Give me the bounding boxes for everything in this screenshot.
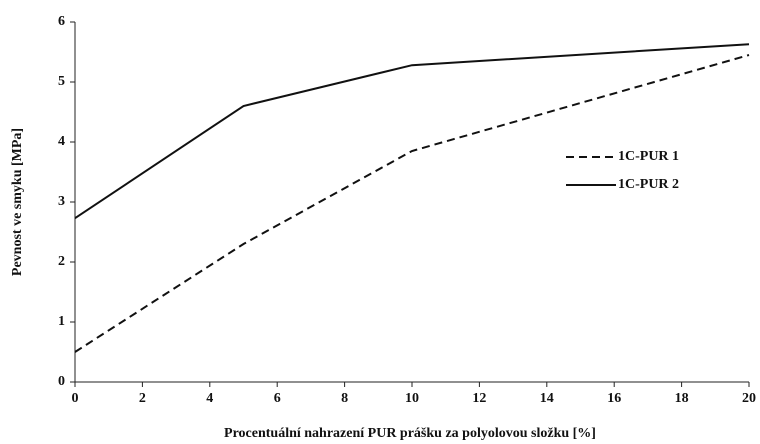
y-tick-label: 3	[58, 194, 65, 209]
y-tick-label: 6	[58, 14, 65, 29]
x-tick-label: 12	[472, 391, 486, 406]
x-tick-label: 16	[607, 391, 621, 406]
y-tick-label: 5	[58, 74, 65, 89]
legend-label: 1C-PUR 1	[618, 149, 679, 164]
x-tick-label: 10	[405, 391, 419, 406]
legend-label: 1C-PUR 2	[618, 177, 679, 192]
x-axis-label: Procentuální nahrazení PUR prášku za pol…	[224, 426, 596, 441]
line-series	[74, 43, 750, 220]
x-tick-label: 6	[274, 391, 281, 406]
y-tick-label: 2	[58, 254, 65, 269]
x-tick-label: 8	[341, 391, 348, 406]
x-tick-label: 14	[540, 391, 554, 406]
y-tick-label: 1	[58, 314, 65, 329]
x-tick-label: 18	[675, 391, 689, 406]
y-axis-label: Pevnost ve smyku [MPa]	[10, 128, 25, 276]
x-tick-label: 2	[139, 391, 146, 406]
x-tick-label: 0	[72, 391, 79, 406]
y-tick-label: 0	[58, 374, 65, 389]
y-tick-label: 4	[58, 134, 65, 149]
x-tick-label: 4	[206, 391, 213, 406]
x-tick-label: 20	[742, 391, 756, 406]
line-series	[74, 54, 750, 353]
